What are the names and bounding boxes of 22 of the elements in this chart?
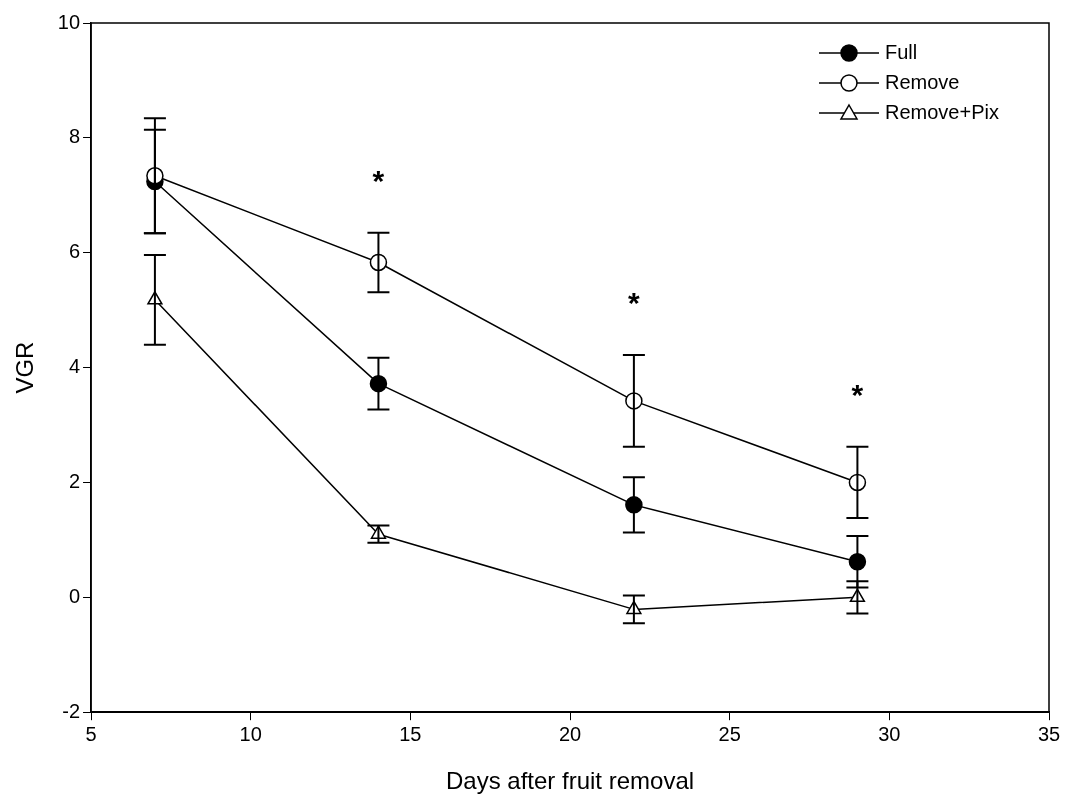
x-tick-label: 20 (558, 722, 582, 745)
x-tick-label: 15 (399, 722, 422, 745)
y-tick-label: 2 (68, 469, 81, 492)
legend-label: Full (885, 40, 918, 63)
x-tick-label: 10 (239, 722, 262, 745)
x-tick-label: 25 (718, 722, 741, 745)
x-tick-label: 35 (1037, 722, 1061, 745)
annotation: * (372, 163, 385, 197)
y-tick-label: 10 (57, 10, 81, 33)
legend-label: Remove (885, 70, 960, 93)
y-tick-label: 4 (68, 355, 81, 378)
y-tick-label: 0 (68, 584, 81, 607)
y-tick-label: 6 (68, 240, 81, 263)
annotation: * (628, 286, 641, 320)
legend-label: Remove+Pix (885, 100, 999, 123)
x-axis-title: Days after fruit removal (445, 767, 695, 795)
y-tick-label: -2 (62, 699, 81, 722)
x-tick-label: 5 (85, 722, 97, 745)
x-tick-label: 30 (878, 722, 901, 745)
y-axis-title: VGR (11, 341, 39, 394)
annotation: * (851, 378, 864, 412)
y-tick-label: 8 (68, 125, 81, 148)
